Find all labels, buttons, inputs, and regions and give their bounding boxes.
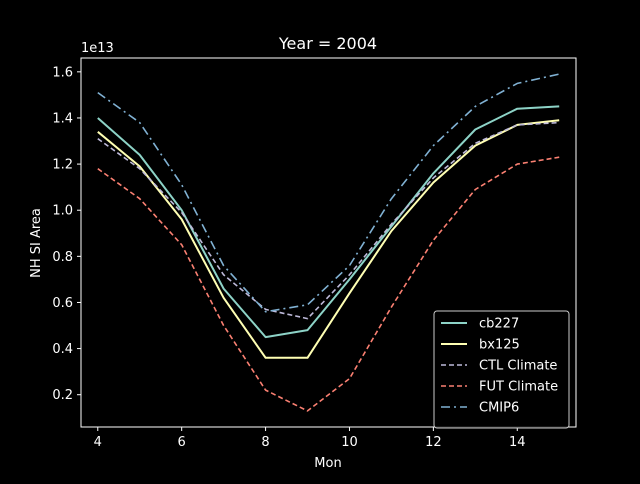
y-tick-label: 1.2 — [52, 158, 73, 173]
series-line-bx125 — [97, 119, 560, 359]
x-tick-label: 4 — [94, 435, 102, 450]
y-tick-label: 0.8 — [52, 250, 73, 265]
y-axis-offset-label: 1e13 — [81, 41, 114, 56]
y-tick-label: 1.4 — [52, 111, 73, 126]
y-axis-label: NH SI Area — [29, 208, 44, 278]
legend-box — [433, 310, 570, 429]
y-tick-label: 0.4 — [52, 342, 73, 357]
legend-label-fut-climate: FUT Climate — [479, 380, 558, 395]
legend: cb227 bx125 CTL Climate FUT Climate CMIP6 — [433, 310, 570, 429]
x-tick-label: 10 — [341, 435, 358, 450]
y-tick-label: 1.0 — [52, 204, 73, 219]
legend-label-cmip6: CMIP6 — [479, 401, 519, 416]
legend-label-ctl-climate: CTL Climate — [479, 359, 557, 374]
plot-frame — [80, 57, 577, 428]
x-tick-label: 14 — [509, 435, 526, 450]
x-tick-label: 6 — [178, 435, 186, 450]
x-tick-label: 8 — [261, 435, 269, 450]
series-line-ctl-climate — [97, 121, 560, 320]
x-axis-label: Mon — [314, 456, 341, 471]
series-line-cb227 — [97, 105, 560, 339]
y-tick-label: 1.6 — [52, 65, 73, 80]
series-line-fut-climate — [97, 156, 560, 412]
y-tick-label: 0.2 — [52, 388, 73, 403]
chart-title: Year = 2004 — [278, 34, 377, 53]
series-lines — [97, 73, 560, 412]
legend-label-cb227: cb227 — [479, 317, 519, 332]
legend-label-bx125: bx125 — [479, 338, 520, 353]
axis-ticks: 4 6 8 10 12 14 0.2 0.4 0.6 0.8 1.0 1.2 1.4 1.6 — [52, 65, 525, 450]
series-line-cmip6 — [97, 73, 560, 313]
x-tick-label: 12 — [425, 435, 442, 450]
y-tick-label: 0.6 — [52, 296, 73, 311]
